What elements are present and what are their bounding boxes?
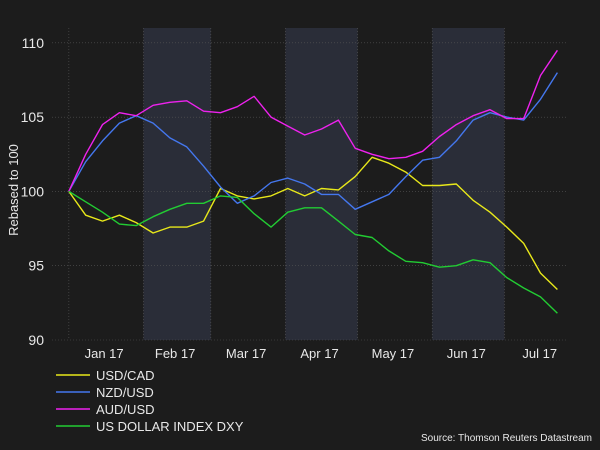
- x-tick-label: Mar 17: [226, 346, 266, 361]
- legend-label: USD/CAD: [96, 368, 155, 383]
- y-tick-label: 90: [28, 332, 44, 348]
- x-tick-label: Apr 17: [300, 346, 338, 361]
- x-tick-label: Feb 17: [155, 346, 195, 361]
- y-axis-label: Rebased to 100: [6, 144, 21, 236]
- source-note: Source: Thomson Reuters Datastream: [421, 433, 592, 444]
- legend-label: AUD/USD: [96, 402, 155, 417]
- y-tick-label: 95: [28, 258, 44, 274]
- y-tick-label: 110: [22, 35, 45, 51]
- series-line-nzd-usd: [68, 72, 558, 211]
- x-tick-labels: Jan 17 Feb 17 Mar 17 Apr 17 May 17 Jun 17 Jul …: [85, 346, 557, 361]
- series-line-us-dollar-index-dxy: [68, 190, 558, 314]
- legend-label: NZD/USD: [96, 385, 154, 400]
- x-tick-label: May 17: [372, 346, 415, 361]
- series-lines: [68, 49, 558, 314]
- x-tick-label: Jun 17: [447, 346, 486, 361]
- series-line-aud-usd: [68, 49, 558, 192]
- legend: USD/CAD NZD/USD AUD/USD US DOLLAR INDEX DXY: [56, 368, 244, 434]
- legend-label: US DOLLAR INDEX DXY: [96, 419, 244, 434]
- y-tick-label: 100: [21, 183, 45, 199]
- x-tick-label: Jul 17: [522, 346, 557, 361]
- shaded-band-feb-17: [143, 28, 211, 340]
- y-tick-label: 105: [21, 109, 45, 125]
- shaded-band-jun-17: [432, 28, 505, 340]
- x-tick-label: Jan 17: [85, 346, 124, 361]
- series-line-usd-cad: [68, 156, 558, 291]
- y-tick-labels: 90 95 100 105 110: [21, 35, 45, 348]
